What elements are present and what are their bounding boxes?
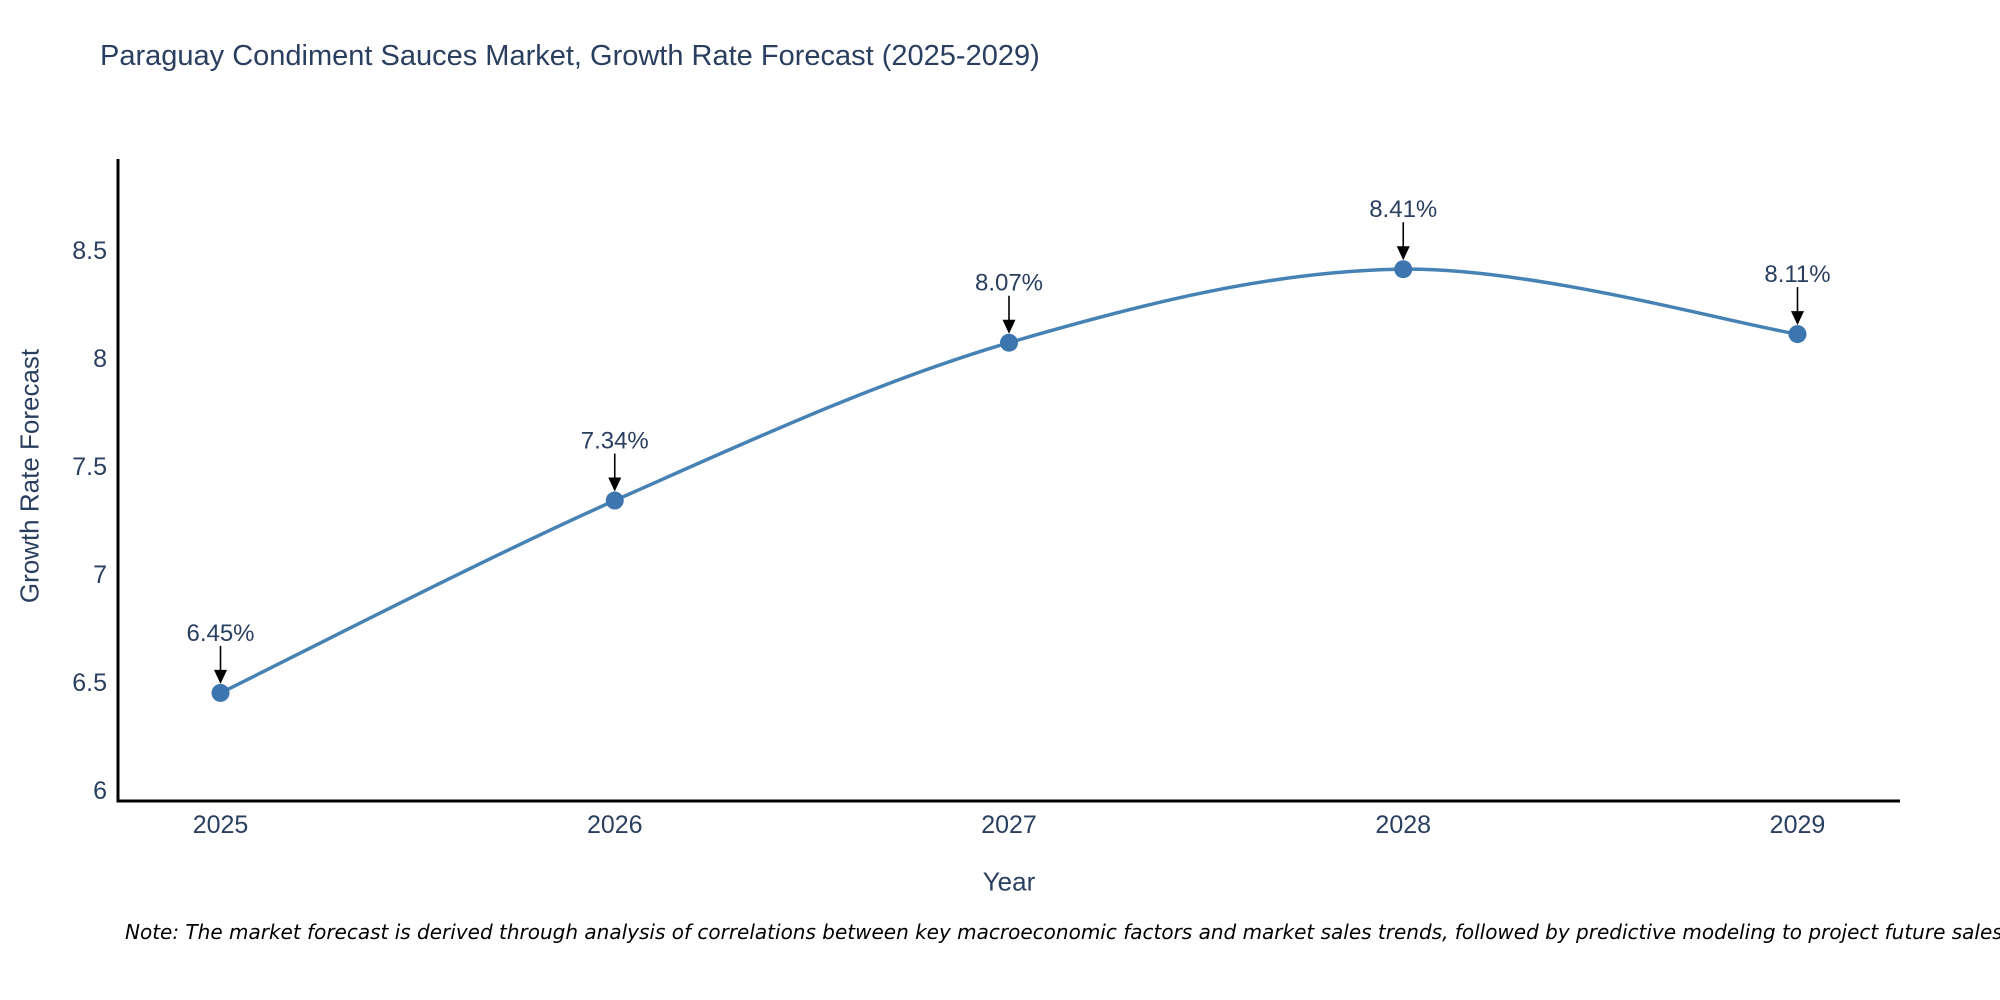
- y-tick-label: 6: [93, 777, 107, 805]
- x-axis-title: Year: [982, 866, 1036, 897]
- y-tick-label: 7.5: [72, 453, 107, 481]
- x-tick-label: 2026: [587, 811, 643, 839]
- data-point-marker[interactable]: [605, 491, 624, 510]
- y-tick-label: 8: [93, 345, 107, 373]
- footnote: Note: The market forecast is derived thr…: [125, 920, 2000, 944]
- y-tick-label: 8.5: [72, 237, 107, 265]
- annotation-arrowhead-icon: [214, 669, 228, 684]
- data-point-label: 7.34%: [581, 428, 649, 455]
- data-point-marker[interactable]: [1394, 260, 1413, 279]
- data-point-label: 8.41%: [1369, 196, 1437, 223]
- data-point-label: 8.07%: [975, 270, 1043, 297]
- annotation-arrowhead-icon: [1002, 319, 1016, 334]
- annotation-arrowhead-icon: [608, 477, 622, 492]
- annotation-arrowhead-icon: [1790, 311, 1804, 326]
- x-tick-label: 2028: [1375, 811, 1431, 839]
- data-point-marker[interactable]: [1788, 325, 1807, 344]
- data-point-label: 6.45%: [186, 620, 254, 647]
- y-tick-label: 6.5: [72, 669, 107, 697]
- annotation-arrowhead-icon: [1396, 246, 1410, 261]
- data-point-label: 8.11%: [1764, 261, 1830, 288]
- y-tick-label: 7: [93, 561, 107, 589]
- x-tick-label: 2029: [1770, 811, 1826, 839]
- x-tick-label: 2027: [981, 811, 1037, 839]
- data-point-marker[interactable]: [1000, 333, 1018, 352]
- data-point-marker[interactable]: [211, 683, 230, 702]
- x-tick-label: 2025: [193, 811, 249, 839]
- chart-title: Paraguay Condiment Sauces Market, Growth…: [100, 40, 1040, 72]
